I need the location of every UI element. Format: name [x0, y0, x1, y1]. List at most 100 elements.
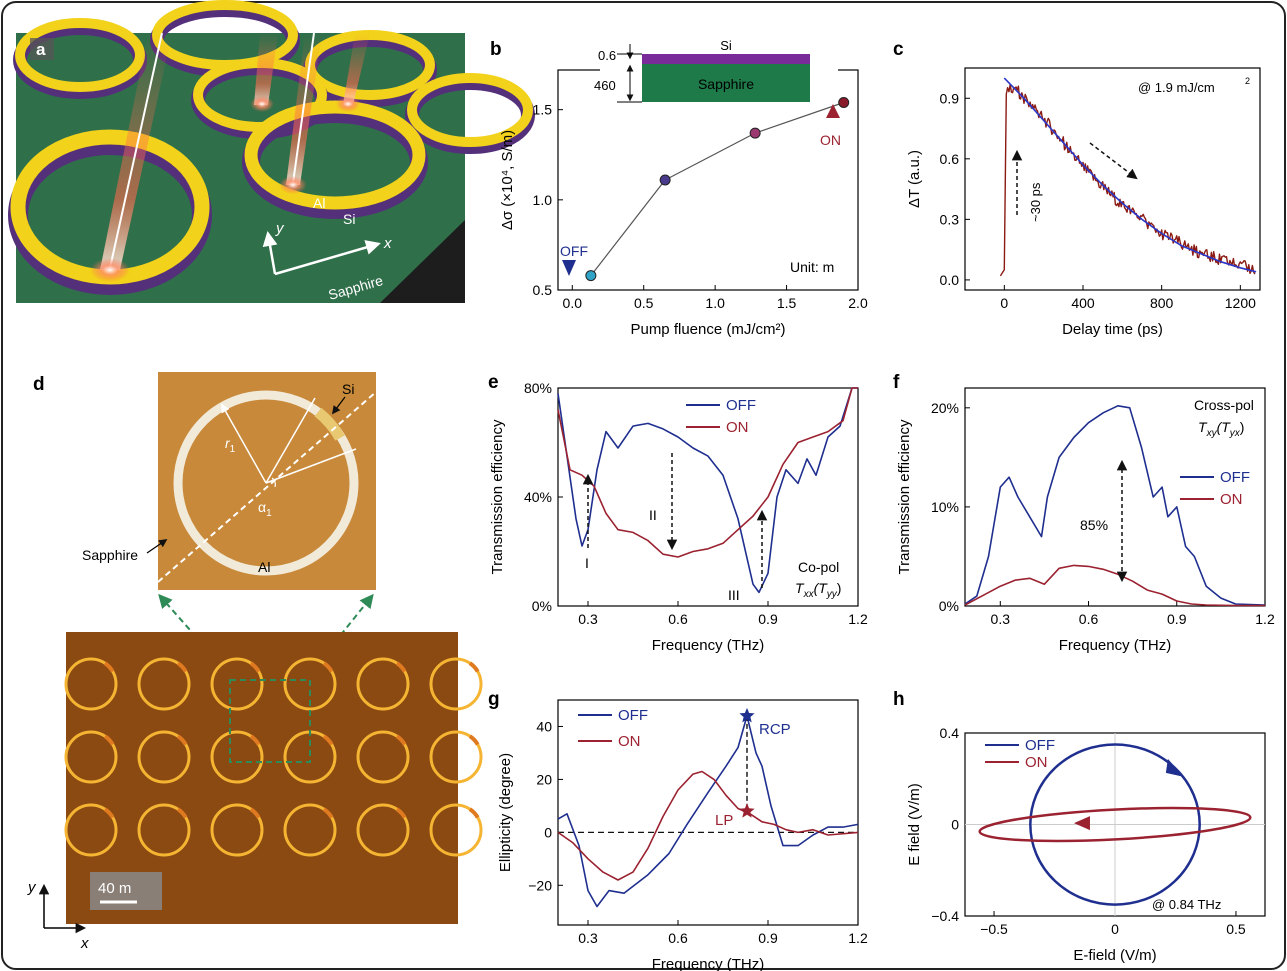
y-tick-label: 0.9: [940, 90, 960, 106]
x-tick-label: 1.2: [1255, 611, 1275, 627]
panel-b-letter: b: [490, 39, 502, 60]
x-tick-label: 1.2: [848, 930, 868, 946]
micro-ring: [64, 657, 118, 711]
micro-ring-si-segment: [468, 807, 480, 819]
copol-paren: (T: [814, 580, 829, 596]
micro-ring-si-segment: [322, 807, 334, 819]
y-tick-label: 0.0: [940, 272, 960, 288]
micro-ring: [283, 657, 337, 711]
copol-label: Co-pol: [798, 559, 839, 575]
x-tick-label: 0.9: [758, 611, 778, 627]
axes-indicator: [262, 231, 381, 276]
series-on: [557, 770, 859, 881]
region-2-label: II: [649, 507, 657, 523]
x-tick-label: 0.9: [758, 930, 778, 946]
crosspol-sub2: yx: [1229, 428, 1241, 439]
series-off: [964, 404, 1266, 606]
unit-label: Unit: m: [790, 259, 834, 275]
micro-ring: [137, 803, 191, 857]
pump-spot-2: [250, 96, 274, 112]
y-axis-title: E field (V/m): [906, 783, 923, 866]
x-tick-label: 0: [1000, 295, 1008, 311]
micro-ring: [356, 730, 410, 784]
y-axis-title: Δσ (×10⁴, S/m): [499, 130, 516, 230]
y-tick-label: 0.5: [533, 282, 553, 298]
legend-label-on: ON: [1220, 491, 1243, 508]
panel-g-letter: g: [488, 689, 500, 710]
inset-gap-edge-1: [265, 397, 316, 484]
panel-a-dark-corner: [380, 220, 465, 303]
micro-ring: [356, 803, 410, 857]
inset-sapphire-layer: [642, 64, 810, 102]
micro-ring: [137, 730, 191, 784]
alpha1-sub: 1: [266, 508, 272, 519]
panel-h-letter: h: [893, 689, 905, 710]
x-tick-label: 1.2: [848, 611, 868, 627]
data-point: [585, 270, 597, 282]
copol-close: ): [837, 580, 842, 596]
on-state-label: ON: [820, 132, 841, 148]
micro-ring: [210, 803, 264, 857]
legend-label-on: ON: [1025, 754, 1048, 771]
x-tick-label: 0.3: [578, 930, 598, 946]
panel-a-background: [16, 33, 465, 303]
data-point: [838, 96, 850, 108]
x-tick-label: 0.6: [668, 611, 688, 627]
y-axis-arrow: [262, 231, 278, 275]
inset-si-label: Si: [720, 38, 732, 53]
fluence-annotation: @ 1.9 mJ/cm: [1138, 80, 1215, 95]
inset-dim-bottom: 460: [594, 78, 616, 93]
legend-label-off: OFF: [1025, 737, 1055, 754]
micro-ring: [283, 803, 337, 857]
x-tick-label: 0.3: [578, 611, 598, 627]
x-axis-arrow: [274, 240, 381, 276]
y-tick-label: 40%: [524, 489, 552, 505]
crosspol-formula: Txy(Tyx): [1198, 419, 1244, 439]
label-al: Al: [313, 195, 325, 211]
inset-sapphire-label: Sapphire: [82, 547, 138, 563]
copol-formula: Txx(Tyy): [795, 580, 841, 600]
x-axis-title: Pump fluence (mJ/cm²): [630, 321, 785, 338]
x-tick-label: 2.0: [848, 295, 868, 311]
micro-ring-si-segment: [395, 734, 407, 746]
micro-ring-si-segment: [176, 734, 188, 746]
micro-ring-si-segment: [176, 807, 188, 819]
y-tick-label: 0: [951, 817, 959, 833]
panel-h: h −0.5 0 0.5 −0.4 0 0.4 E-field (V/m) E field (…: [893, 689, 1266, 964]
micro-ring-si-segment: [103, 807, 115, 819]
x-tick-label: 1.5: [777, 295, 797, 311]
series-off: [557, 387, 858, 594]
rise-time-label: ~30 ps: [1028, 182, 1043, 222]
inset-angle-arc: [271, 477, 276, 488]
y-axis-title: Ellipticity (degree): [497, 753, 514, 872]
y-tick-label: 20: [536, 771, 552, 787]
micro-ring: [64, 730, 118, 784]
x-axis-title: E-field (V/m): [1073, 947, 1156, 964]
inset-sapphire-pointer: [146, 539, 168, 554]
scale-bar-label: 40 m: [98, 880, 131, 897]
x-tick-label: 0.3: [991, 611, 1011, 627]
x-tick-label: 400: [1071, 295, 1095, 311]
ring-top-left-al: [15, 18, 145, 92]
panel-f: f 0.3 0.6 0.9 1.2 0% 10% 20% Frequency (THz) Tra…: [893, 372, 1275, 654]
y-tick-label: 20%: [931, 400, 959, 416]
data-point: [749, 127, 761, 139]
data-point: [659, 174, 671, 186]
zoom-box: [229, 679, 311, 763]
alpha1-main: α: [258, 499, 266, 515]
region-1-label: I: [585, 555, 589, 571]
y-tick-label: 1.0: [533, 192, 553, 208]
micro-ring-si-segment: [322, 734, 334, 746]
micro-ring-si-segment: [176, 661, 188, 673]
panel-c: c 0 400 800 1200 0.0 0.3 0.6 0.9 Delay time (ps)…: [893, 39, 1261, 338]
copol-t: T: [795, 580, 805, 596]
coord-y-label: y: [27, 879, 37, 896]
label-x-axis: x: [383, 235, 392, 252]
contrast-percent: 85%: [1080, 517, 1108, 533]
plot-c: 0 400 800 1200 0.0 0.3 0.6 0.9 Delay time (ps) ΔT…: [906, 77, 1257, 338]
legend-label-off: OFF: [726, 397, 756, 414]
inset-si-segment: [314, 407, 345, 441]
panel-a-letter: a: [36, 40, 46, 59]
fluence-superscript: 2: [1245, 76, 1250, 86]
x-tick-label: 0.6: [668, 930, 688, 946]
